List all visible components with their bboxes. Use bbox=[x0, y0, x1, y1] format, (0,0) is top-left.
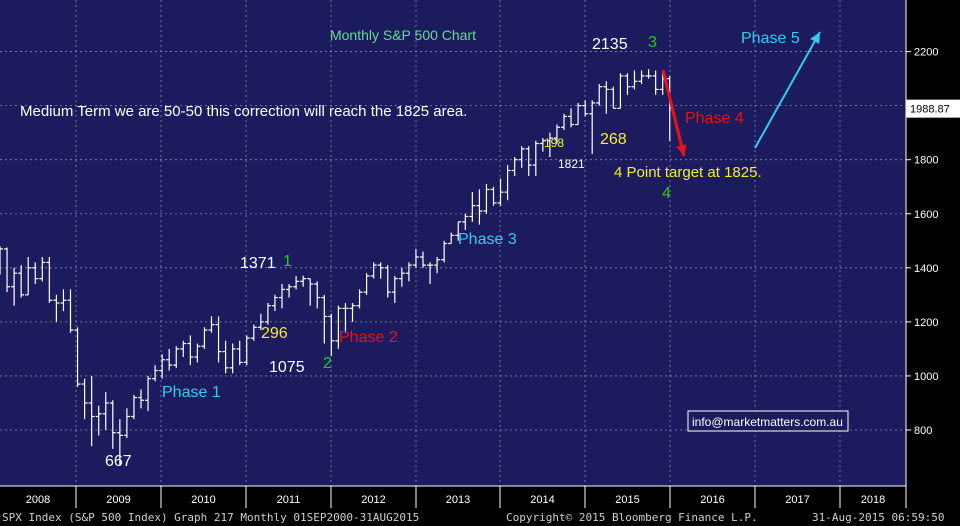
x-tick-label: 2012 bbox=[361, 494, 385, 506]
y-tick-label: 1800 bbox=[914, 155, 938, 167]
y-tick-label: 800 bbox=[914, 425, 932, 437]
email-box bbox=[687, 410, 849, 432]
annotation-pts-198: 198 bbox=[544, 136, 564, 150]
annotation-phase3: Phase 3 bbox=[458, 231, 517, 248]
annotation-low-667: 667 bbox=[105, 453, 132, 470]
y-tick-label: 1200 bbox=[914, 317, 938, 329]
annotation-phase1: Phase 1 bbox=[162, 384, 221, 401]
annotation-wave1: 1 bbox=[283, 253, 292, 270]
phase4-arrow-head bbox=[676, 144, 687, 156]
bloomberg-footer: SPX Index (S&P 500 Index) Graph 217 Mont… bbox=[0, 508, 960, 526]
phase4-arrow bbox=[661, 69, 686, 157]
last-price-value: 1988.87 bbox=[910, 104, 950, 116]
annotation-low-1075: 1075 bbox=[269, 359, 305, 376]
x-tick-label: 2014 bbox=[530, 494, 554, 506]
footer-timestamp: 31-Aug-2015 06:59:50 bbox=[812, 511, 945, 524]
annotation-high-1371: 1371 bbox=[240, 255, 276, 272]
y-tick-label: 1000 bbox=[914, 371, 938, 383]
x-tick-label: 2010 bbox=[191, 494, 215, 506]
annotation-phase4: Phase 4 bbox=[685, 110, 744, 127]
x-tick-label: 2017 bbox=[785, 494, 809, 506]
annotation-medium-term: Medium Term we are 50-50 this correction… bbox=[20, 103, 467, 120]
sp500-monthly-chart: 8001000120014001600180020002200200820092… bbox=[0, 0, 960, 508]
x-tick-label: 2011 bbox=[277, 494, 301, 506]
footer-series-info: SPX Index (S&P 500 Index) Graph 217 Mont… bbox=[2, 511, 420, 524]
phase5-arrow-head bbox=[810, 32, 820, 44]
chart-title: Monthly S&P 500 Chart bbox=[330, 27, 476, 43]
x-tick-label: 2013 bbox=[446, 494, 470, 506]
x-tick-label: 2008 bbox=[26, 494, 50, 506]
annotation-low-1821: 1821 bbox=[558, 157, 585, 171]
annotation-phase2: Phase 2 bbox=[339, 329, 398, 346]
x-tick-label: 2015 bbox=[615, 494, 639, 506]
annotation-wave4: 4 bbox=[662, 185, 671, 202]
x-axis-band bbox=[0, 486, 960, 508]
annotation-email: info@marketmatters.com.au bbox=[692, 415, 843, 429]
phase5-arrow bbox=[754, 31, 821, 149]
annotation-target: 4 Point target at 1825. bbox=[614, 164, 762, 181]
y-tick-label: 2200 bbox=[914, 47, 938, 59]
annotation-pts-296: 296 bbox=[261, 325, 288, 342]
x-tick-label: 2018 bbox=[861, 494, 885, 506]
y-tick-label: 1400 bbox=[914, 263, 938, 275]
annotation-wave2: 2 bbox=[323, 355, 332, 372]
y-tick-label: 1600 bbox=[914, 209, 938, 221]
last-price-tag bbox=[906, 99, 960, 118]
x-tick-label: 2016 bbox=[700, 494, 724, 506]
x-tick-label: 2009 bbox=[106, 494, 130, 506]
annotation-wave3: 3 bbox=[648, 34, 657, 51]
annotation-high-2135: 2135 bbox=[592, 36, 628, 53]
annotation-pts-268: 268 bbox=[600, 131, 627, 148]
footer-copyright: Copyright© 2015 Bloomberg Finance L.P. bbox=[506, 511, 758, 524]
annotation-phase5: Phase 5 bbox=[741, 30, 800, 47]
